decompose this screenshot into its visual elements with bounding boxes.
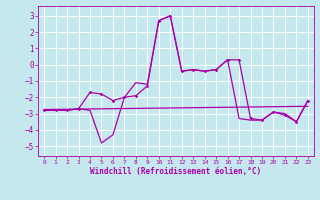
X-axis label: Windchill (Refroidissement éolien,°C): Windchill (Refroidissement éolien,°C) [91,167,261,176]
